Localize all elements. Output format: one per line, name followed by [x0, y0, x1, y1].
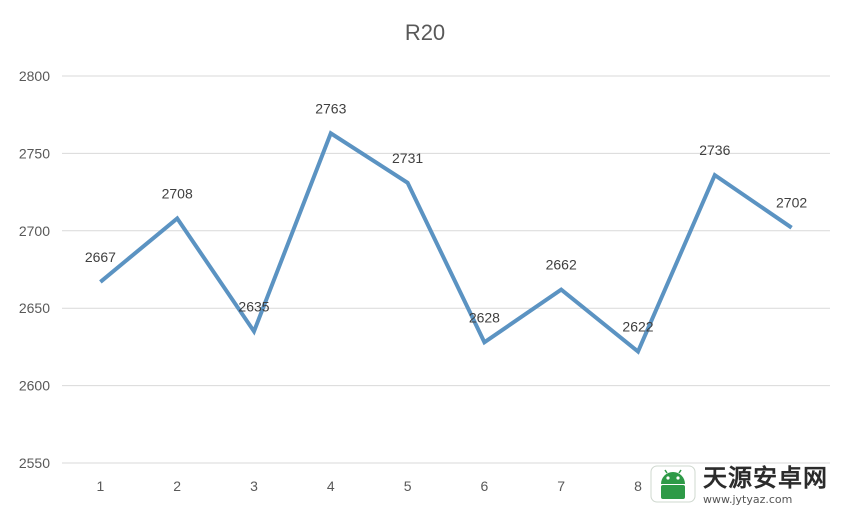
x-tick-label: 3: [250, 478, 258, 494]
x-tick-label: 2: [173, 478, 181, 494]
x-tick-label: 5: [404, 478, 412, 494]
y-tick-label: 2650: [19, 300, 50, 316]
y-tick-label: 2600: [19, 378, 50, 394]
watermark-url: www.jytyaz.com: [703, 493, 793, 506]
x-axis-ticks: 1 2 3 4 5 6 7 8: [97, 478, 643, 494]
series-lines: [99, 130, 793, 355]
data-label: 2667: [85, 249, 116, 265]
data-label: 2736: [699, 142, 730, 158]
data-label: 2702: [776, 195, 807, 211]
chart-title: R20: [405, 20, 445, 45]
gridlines: [62, 75, 830, 464]
watermark: 天源安卓网 www.jytyaz.com: [649, 457, 849, 507]
x-tick-label: 1: [97, 478, 105, 494]
data-label: 2763: [315, 100, 346, 116]
y-axis-ticks: 2550 2600 2650 2700 2750 2800: [19, 68, 50, 471]
y-tick-label: 2550: [19, 455, 50, 471]
data-labels: 2667 2708 2635 2763 2731 2628 2662 2622 2736 2702: [85, 100, 808, 334]
data-label: 2628: [469, 309, 500, 325]
data-label: 2731: [392, 150, 423, 166]
data-label: 2622: [622, 319, 653, 335]
watermark-text: 天源安卓网: [703, 464, 828, 492]
x-tick-label: 7: [557, 478, 565, 494]
y-tick-label: 2750: [19, 145, 50, 161]
y-tick-label: 2700: [19, 223, 50, 239]
x-tick-label: 8: [634, 478, 642, 494]
x-tick-label: 4: [327, 478, 335, 494]
data-label: 2635: [238, 298, 269, 314]
data-label: 2662: [546, 257, 577, 273]
data-label: 2708: [162, 185, 193, 201]
y-tick-label: 2800: [19, 68, 50, 84]
android-robot-icon: [650, 465, 696, 503]
x-tick-label: 6: [481, 478, 489, 494]
series-line: [99, 130, 793, 355]
